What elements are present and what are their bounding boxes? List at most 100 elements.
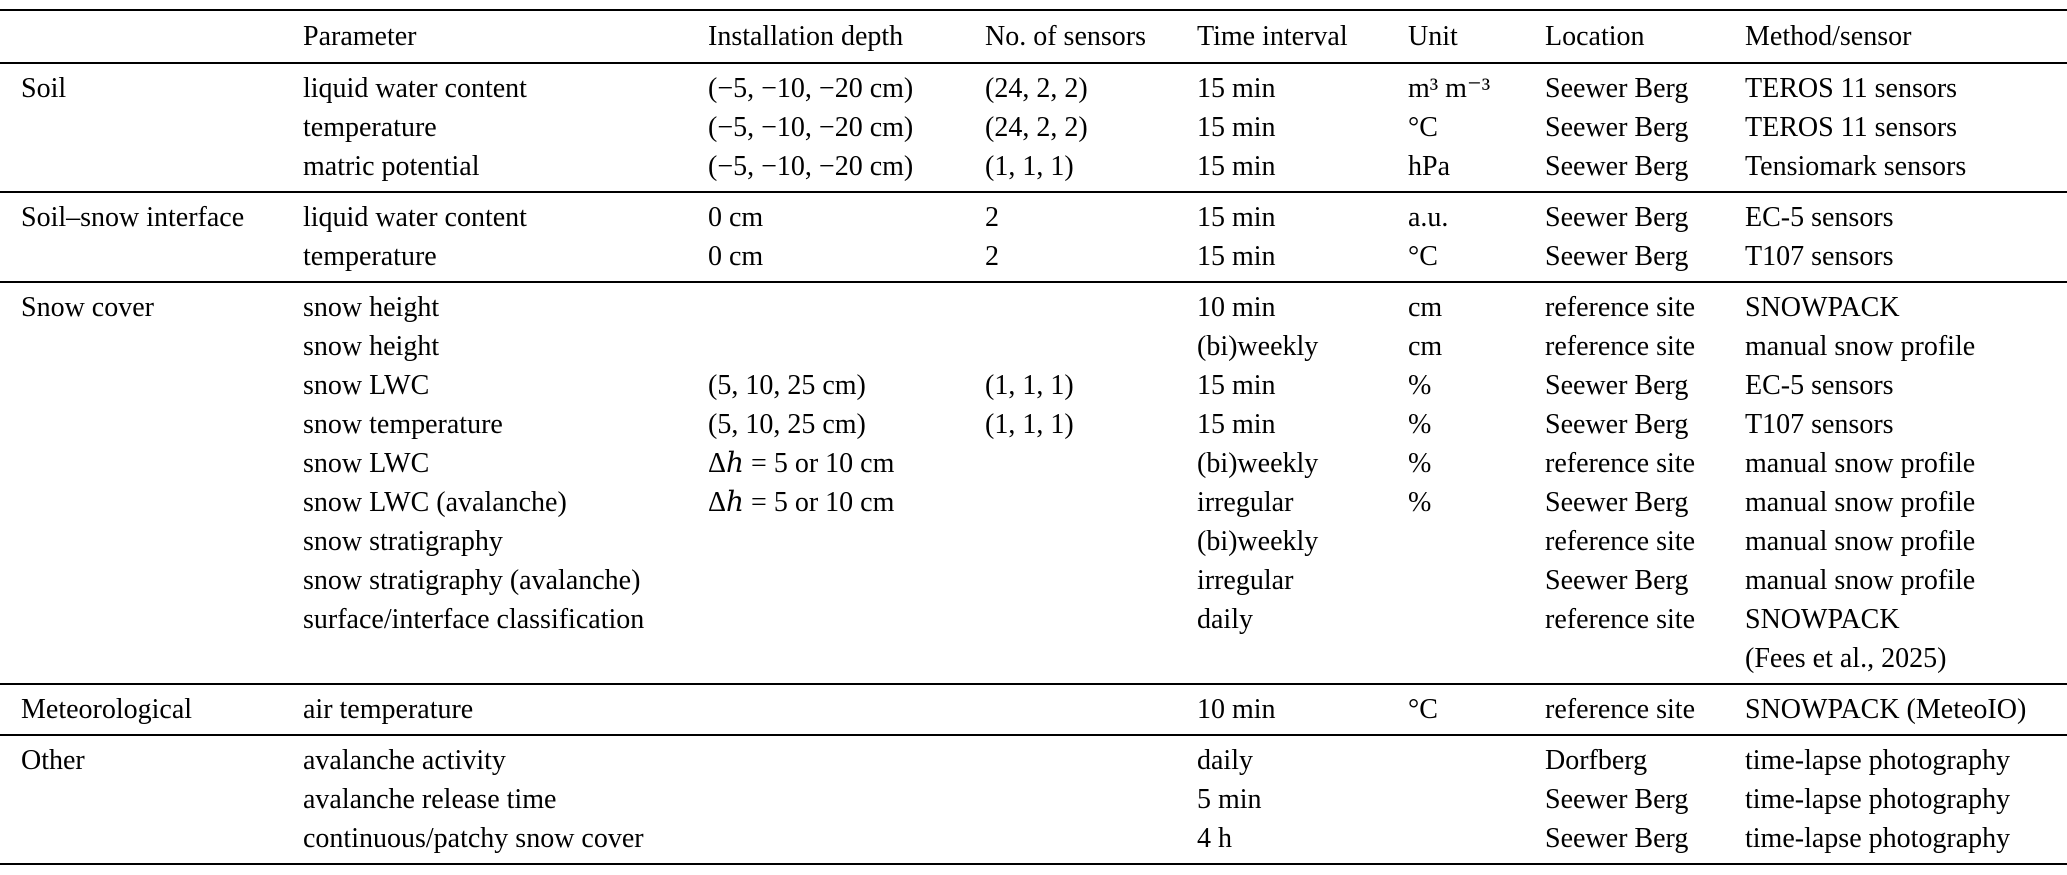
cell-unit: m³ m⁻³ xyxy=(1408,73,1491,104)
cell-time-interval: irregular xyxy=(1197,565,1294,596)
table-row: continuous/patchy snow cover 4 h Seewer Be… xyxy=(0,819,2067,858)
cell-location: reference site xyxy=(1545,694,1695,725)
table-group: Soil–snow interface liquid water content 0… xyxy=(0,191,2067,281)
cell-time-interval: daily xyxy=(1197,745,1253,776)
cell-location: reference site xyxy=(1545,526,1695,557)
table-group: Other avalanche activity daily Dorfberg time… xyxy=(0,734,2067,863)
column-header-parameter: Parameter xyxy=(303,21,417,52)
table-row: Snow cover snow height 10 min cm reference s… xyxy=(0,288,2067,327)
cell-time-interval: 5 min xyxy=(1197,784,1262,815)
cell-unit: % xyxy=(1408,448,1432,479)
cell-method-sensor: manual snow profile xyxy=(1745,526,1976,557)
cell-method-sensor: time-lapse photography xyxy=(1745,823,2011,854)
cell-num-sensors: (24, 2, 2) xyxy=(985,73,1088,104)
table-row: avalanche release time 5 min Seewer Berg ti… xyxy=(0,780,2067,819)
cell-installation-depth: Δℎ = 5 or 10 cm xyxy=(708,448,895,479)
cell-unit: °C xyxy=(1408,694,1438,725)
cell-parameter: snow LWC xyxy=(303,370,430,401)
cell-method-sensor: SNOWPACK (Fees et al., 2025) xyxy=(1745,604,1947,674)
cell-location: Seewer Berg xyxy=(1545,487,1689,518)
table-row: temperature (−5, −10, −20 cm) (24, 2, 2) 15… xyxy=(0,108,2067,147)
table-row: Soil liquid water content (−5, −10, −20 cm… xyxy=(0,69,2067,108)
cell-parameter: continuous/patchy snow cover xyxy=(303,823,644,854)
cell-installation-depth: Δℎ = 5 or 10 cm xyxy=(708,487,895,518)
cell-location: Seewer Berg xyxy=(1545,112,1689,143)
cell-method-sensor: manual snow profile xyxy=(1745,448,1976,479)
cell-time-interval: 4 h xyxy=(1197,823,1232,854)
table-body: Soil liquid water content (−5, −10, −20 cm… xyxy=(0,62,2067,863)
table-row: matric potential (−5, −10, −20 cm) (1, 1, … xyxy=(0,147,2067,186)
column-header-location: Location xyxy=(1545,21,1645,52)
cell-location: Seewer Berg xyxy=(1545,409,1689,440)
cell-location: Seewer Berg xyxy=(1545,784,1689,815)
cell-category: Snow cover xyxy=(21,292,154,323)
cell-time-interval: 15 min xyxy=(1197,370,1276,401)
table-group: Soil liquid water content (−5, −10, −20 cm… xyxy=(0,62,2067,191)
table-group: Snow cover snow height 10 min cm reference s… xyxy=(0,281,2067,683)
cell-time-interval: 15 min xyxy=(1197,73,1276,104)
cell-time-interval: 15 min xyxy=(1197,241,1276,272)
cell-installation-depth: (5, 10, 25 cm) xyxy=(708,370,866,401)
cell-installation-depth: 0 cm xyxy=(708,241,764,272)
cell-unit: % xyxy=(1408,370,1432,401)
cell-category: Other xyxy=(21,745,85,776)
table-row: temperature 0 cm 2 15 min °C Seewer Berg T107 … xyxy=(0,237,2067,276)
cell-parameter: surface/interface classification xyxy=(303,604,645,635)
table-row: snow stratigraphy (bi)weekly reference sit… xyxy=(0,522,2067,561)
cell-installation-depth: 0 cm xyxy=(708,202,764,233)
cell-time-interval: (bi)weekly xyxy=(1197,448,1319,479)
cell-num-sensors: (24, 2, 2) xyxy=(985,112,1088,143)
cell-location: Seewer Berg xyxy=(1545,565,1689,596)
cell-time-interval: (bi)weekly xyxy=(1197,331,1319,362)
cell-installation-depth: (5, 10, 25 cm) xyxy=(708,409,866,440)
cell-location: Seewer Berg xyxy=(1545,151,1689,182)
cell-parameter: snow LWC xyxy=(303,448,430,479)
cell-method-sensor: Tensiomark sensors xyxy=(1745,151,1967,182)
cell-location: reference site xyxy=(1545,604,1695,635)
cell-location: reference site xyxy=(1545,448,1695,479)
cell-category: Soil–snow interface xyxy=(21,202,245,233)
cell-parameter: air temperature xyxy=(303,694,474,725)
cell-parameter: snow temperature xyxy=(303,409,503,440)
cell-parameter: snow height xyxy=(303,331,440,362)
cell-num-sensors: (1, 1, 1) xyxy=(985,370,1074,401)
table-row: Meteorological air temperature 10 min °C ref… xyxy=(0,690,2067,729)
cell-unit: °C xyxy=(1408,112,1438,143)
cell-num-sensors: (1, 1, 1) xyxy=(985,151,1074,182)
table-row: surface/interface classification daily ref… xyxy=(0,600,2067,678)
cell-method-sensor: T107 sensors xyxy=(1745,241,1894,272)
cell-location: Seewer Berg xyxy=(1545,370,1689,401)
table-row: Other avalanche activity daily Dorfberg time… xyxy=(0,741,2067,780)
cell-parameter: matric potential xyxy=(303,151,480,182)
cell-unit: cm xyxy=(1408,331,1443,362)
cell-time-interval: irregular xyxy=(1197,487,1294,518)
measurement-overview-table: Parameter Installation depth No. of sens… xyxy=(0,9,2067,865)
cell-method-sensor: TEROS 11 sensors xyxy=(1745,73,1958,104)
cell-time-interval: daily xyxy=(1197,604,1253,635)
cell-unit: cm xyxy=(1408,292,1443,323)
cell-installation-depth: (−5, −10, −20 cm) xyxy=(708,112,914,143)
cell-parameter: avalanche release time xyxy=(303,784,557,815)
table-header-row: Parameter Installation depth No. of sens… xyxy=(0,11,2067,62)
cell-parameter: liquid water content xyxy=(303,202,527,233)
cell-method-sensor: TEROS 11 sensors xyxy=(1745,112,1958,143)
cell-location: reference site xyxy=(1545,292,1695,323)
cell-parameter: liquid water content xyxy=(303,73,527,104)
cell-time-interval: 15 min xyxy=(1197,151,1276,182)
cell-time-interval: 15 min xyxy=(1197,202,1276,233)
cell-parameter: avalanche activity xyxy=(303,745,506,776)
cell-num-sensors: (1, 1, 1) xyxy=(985,409,1074,440)
column-header-unit: Unit xyxy=(1408,21,1458,52)
cell-installation-depth: (−5, −10, −20 cm) xyxy=(708,151,914,182)
cell-parameter: snow stratigraphy (avalanche) xyxy=(303,565,641,596)
cell-method-sensor: EC-5 sensors xyxy=(1745,202,1894,233)
cell-category: Meteorological xyxy=(21,694,193,725)
cell-category: Soil xyxy=(21,73,67,104)
cell-location: Seewer Berg xyxy=(1545,73,1689,104)
column-header-installation-depth: Installation depth xyxy=(708,21,904,52)
cell-method-sensor: SNOWPACK xyxy=(1745,292,1900,323)
cell-installation-depth: (−5, −10, −20 cm) xyxy=(708,73,914,104)
cell-parameter: temperature xyxy=(303,241,437,272)
cell-location: Seewer Berg xyxy=(1545,823,1689,854)
cell-num-sensors: 2 xyxy=(985,241,999,272)
